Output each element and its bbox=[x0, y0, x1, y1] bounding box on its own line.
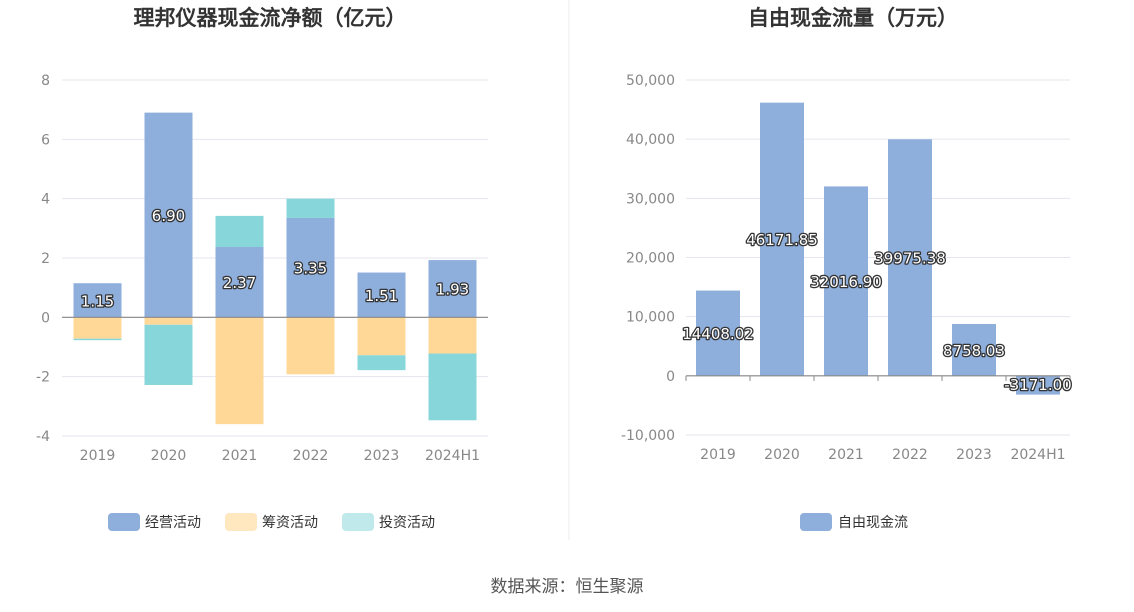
legend-label-投资活动[interactable]: 投资活动 bbox=[379, 515, 435, 531]
bar-筹资活动-2022[interactable] bbox=[286, 317, 335, 375]
bar-经营活动-2019[interactable] bbox=[73, 283, 122, 318]
bar-筹资活动-2024H1[interactable] bbox=[428, 317, 477, 354]
legend-label-筹资活动[interactable]: 筹资活动 bbox=[262, 514, 318, 531]
free-cash-flow-chart: 自由现金流量（万元） -10,000 0 10,000 20,000 30,000 40,… bbox=[621, 6, 1073, 531]
y-tick-label: 0 bbox=[666, 369, 675, 385]
data-label: 46171.85 bbox=[746, 231, 818, 249]
x-tick-label: 2019 bbox=[80, 448, 116, 464]
y-tick-label: 30,000 bbox=[626, 191, 675, 207]
bar-经营活动-2021[interactable] bbox=[215, 247, 264, 318]
bar-自由现金流-2024H1[interactable] bbox=[1016, 375, 1060, 395]
y-tick-label: 40,000 bbox=[626, 132, 675, 148]
data-label: 39975.38 bbox=[874, 250, 946, 268]
data-label: 8758.03 bbox=[943, 342, 1005, 360]
bar-自由现金流-2020[interactable] bbox=[760, 102, 804, 376]
data-label: 6.90 bbox=[152, 207, 185, 225]
bar-自由现金流-2022[interactable] bbox=[888, 139, 932, 376]
bar-投资活动-2024H1[interactable] bbox=[428, 353, 477, 421]
legend-swatch-自由现金流[interactable] bbox=[800, 513, 832, 531]
x-tick-label: 2019 bbox=[700, 447, 736, 463]
bar-投资活动-2020[interactable] bbox=[144, 324, 193, 385]
y-tick-label: 4 bbox=[41, 192, 50, 208]
y-tick-label: -2 bbox=[36, 370, 50, 386]
left-chart-title: 理邦仪器现金流净额（亿元） bbox=[134, 6, 407, 30]
right-chart-title: 自由现金流量（万元） bbox=[748, 6, 958, 30]
bar-经营活动-2022[interactable] bbox=[286, 217, 335, 318]
bar-经营活动-2020[interactable] bbox=[144, 112, 193, 318]
legend-label-自由现金流[interactable]: 自由现金流 bbox=[838, 515, 908, 531]
legend-swatch-投资活动[interactable] bbox=[342, 513, 374, 531]
x-tick-label: 2023 bbox=[956, 447, 992, 463]
x-tick-label: 2024H1 bbox=[425, 448, 480, 464]
y-tick-label: 0 bbox=[41, 310, 50, 326]
data-label: 14408.02 bbox=[682, 325, 754, 343]
bar-经营活动-2024H1[interactable] bbox=[428, 260, 477, 318]
bar-投资活动-2023[interactable] bbox=[357, 355, 406, 371]
bar-筹资活动-2023[interactable] bbox=[357, 317, 406, 356]
legend-swatch-经营活动[interactable] bbox=[108, 513, 140, 531]
data-label: 3.35 bbox=[294, 260, 327, 278]
y-tick-label: 10,000 bbox=[626, 310, 675, 326]
data-label: 1.93 bbox=[436, 281, 469, 299]
bar-投资活动-2022[interactable] bbox=[286, 198, 335, 218]
x-tick-label: 2021 bbox=[828, 447, 864, 463]
x-tick-label: 2022 bbox=[293, 448, 329, 464]
bar-投资活动-2021[interactable] bbox=[215, 215, 264, 248]
data-label: -3171.00 bbox=[1004, 376, 1071, 394]
y-tick-label: 20,000 bbox=[626, 251, 675, 267]
x-tick-label: 2023 bbox=[364, 448, 400, 464]
cash-flow-net-chart: 理邦仪器现金流净额（亿元） -4 -2 0 2 4 6 8 2019 2020 2021 2022… bbox=[36, 6, 488, 531]
x-tick-label: 2024H1 bbox=[1010, 447, 1065, 463]
bar-经营活动-2023[interactable] bbox=[357, 272, 406, 318]
y-tick-label: 50,000 bbox=[626, 73, 675, 89]
x-tick-label: 2020 bbox=[151, 448, 187, 464]
bar-筹资活动-2019[interactable] bbox=[73, 317, 122, 339]
bar-投资活动-2019[interactable] bbox=[73, 338, 122, 341]
legend-label-经营活动[interactable]: 经营活动 bbox=[145, 515, 201, 531]
data-label: 32016.90 bbox=[810, 273, 882, 291]
bar-自由现金流-2021[interactable] bbox=[824, 186, 868, 376]
data-source-note: 数据来源：恒生聚源 bbox=[491, 577, 644, 597]
y-tick-label: 6 bbox=[41, 132, 50, 148]
data-label: 1.51 bbox=[365, 287, 398, 305]
legend-swatch-筹资活动[interactable] bbox=[225, 513, 257, 531]
bar-筹资活动-2021[interactable] bbox=[215, 317, 264, 425]
bar-自由现金流-2023[interactable] bbox=[952, 324, 996, 376]
y-tick-label: -10,000 bbox=[621, 428, 675, 444]
x-tick-label: 2022 bbox=[892, 447, 928, 463]
y-tick-label: 8 bbox=[41, 73, 50, 89]
data-label: 1.15 bbox=[81, 292, 114, 310]
x-tick-label: 2020 bbox=[764, 447, 800, 463]
bar-筹资活动-2020[interactable] bbox=[144, 317, 193, 325]
data-label: 2.37 bbox=[223, 274, 256, 292]
bar-自由现金流-2019[interactable] bbox=[696, 290, 740, 376]
y-tick-label: 2 bbox=[41, 251, 50, 267]
y-tick-label: -4 bbox=[36, 429, 50, 445]
x-tick-label: 2021 bbox=[222, 448, 258, 464]
